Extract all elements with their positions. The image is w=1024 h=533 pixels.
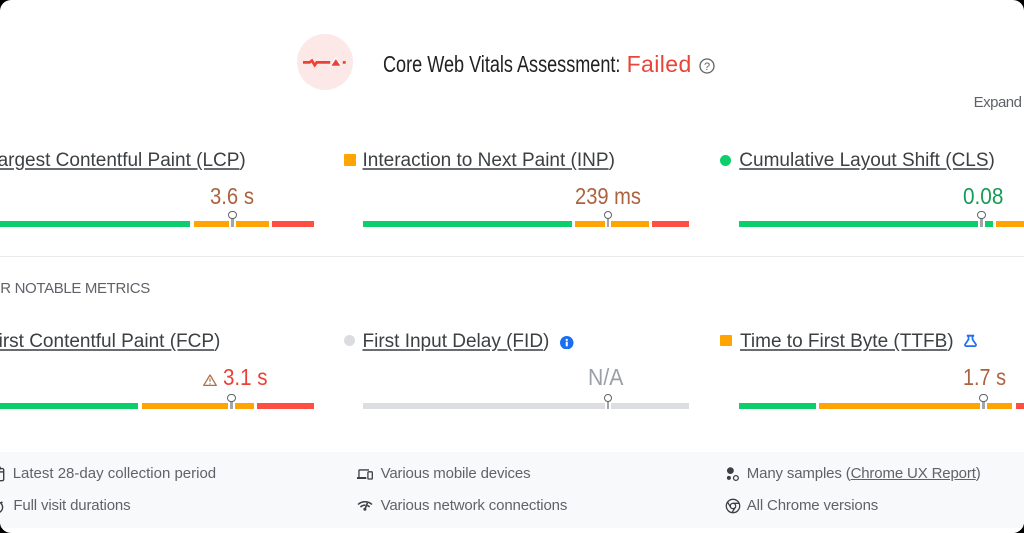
svg-text:?: ? [704, 61, 710, 73]
